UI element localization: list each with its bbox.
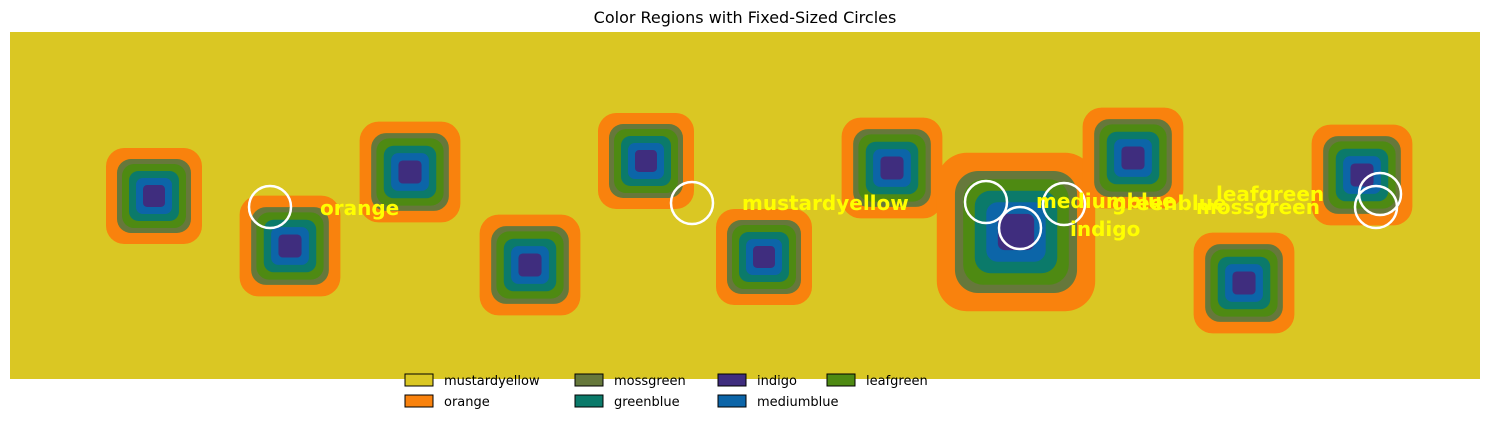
blob-10 — [1193, 232, 1295, 334]
legend-label-mediumblue: mediumblue — [757, 395, 839, 410]
legend-swatch-indigo — [717, 373, 747, 387]
legend-label-mossgreen: mossgreen — [614, 374, 686, 389]
blob-11 — [1311, 124, 1413, 226]
legend-swatch-leafgreen — [826, 373, 856, 387]
blob-5 — [598, 113, 694, 209]
blob-region-indigo — [278, 234, 302, 258]
blob-region-indigo — [398, 160, 422, 184]
blob-region-indigo — [635, 150, 657, 172]
circle-label-mediumblue: mediumblue — [1036, 189, 1176, 213]
legend-swatch-mossgreen — [574, 373, 604, 387]
blob-region-indigo — [1121, 146, 1145, 170]
circle-label-orange: orange — [320, 196, 399, 220]
circle-label-mossgreen: mossgreen — [1196, 195, 1320, 219]
legend: mustardyellow orange mossgreen greenblue ind… — [404, 373, 928, 410]
chart-title: Color Regions with Fixed-Sized Circles — [594, 8, 897, 27]
blob-9 — [1082, 107, 1184, 209]
circle-label-leafgreen: leafgreen — [1216, 182, 1324, 206]
circle-label-mustardyellow: mustardyellow — [742, 191, 909, 215]
marker-circle — [997, 205, 1043, 251]
blob-region-indigo — [518, 253, 542, 277]
blob-6 — [716, 209, 812, 305]
blob-7 — [841, 117, 943, 219]
circle-labels: orange mustardyellow mediumblue indigogreen… — [320, 182, 1324, 241]
legend-label-orange: orange — [444, 395, 490, 410]
legend-label-indigo: indigo — [757, 374, 797, 389]
blob-2 — [359, 121, 461, 223]
blob-region-indigo — [753, 246, 775, 268]
legend-label-mustardyellow: mustardyellow — [444, 374, 540, 389]
legend-swatch-orange — [404, 394, 434, 408]
legend-swatch-greenblue — [574, 394, 604, 408]
legend-swatch-mediumblue — [717, 394, 747, 408]
blob-4 — [479, 214, 581, 316]
blob-region-indigo — [880, 156, 904, 180]
legend-label-leafgreen: leafgreen — [866, 374, 928, 389]
marker-circle — [247, 184, 293, 230]
marker-circle — [1041, 181, 1087, 227]
legend-swatch-mustardyellow — [404, 373, 434, 387]
blob-region-indigo — [997, 213, 1035, 251]
blob-region-indigo — [1350, 163, 1374, 187]
plot-area: orange mustardyellow mediumblue indigogreen… — [10, 32, 1480, 379]
marker-circle — [669, 180, 715, 226]
color-blobs — [106, 107, 1413, 334]
blob-region-indigo — [1232, 271, 1256, 295]
marker-circles — [247, 171, 1403, 251]
blob-1 — [106, 148, 202, 244]
circle-label-greenblue: greenblue — [1112, 191, 1227, 215]
legend-label-greenblue: greenblue — [614, 395, 680, 410]
blob-3 — [239, 195, 341, 297]
marker-circle — [963, 179, 1009, 225]
circle-label-indigo: indigo — [1070, 217, 1140, 241]
blob-region-indigo — [143, 185, 165, 207]
marker-circle — [1353, 184, 1399, 230]
